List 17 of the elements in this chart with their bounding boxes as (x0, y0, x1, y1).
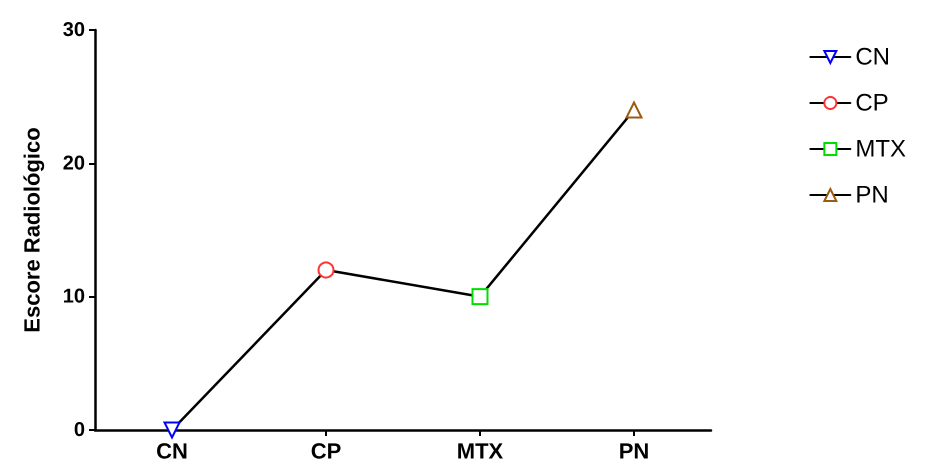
y-axis-title: Escore Radiológico (20, 127, 44, 333)
legend-label: PN (855, 182, 889, 208)
point (164, 422, 180, 438)
y-tick-label: 20 (62, 152, 85, 174)
point (318, 262, 334, 278)
x-tick-label: PN (618, 438, 650, 464)
x-tick-label: CP (310, 438, 342, 464)
y-tick-label: 30 (62, 19, 85, 41)
y-tick-label: 10 (62, 286, 85, 308)
legend-label: CN (855, 44, 890, 70)
point (472, 288, 488, 306)
x-tick-label: CN (156, 438, 188, 464)
legend-label: CP (855, 90, 889, 116)
legend-label: MTX (855, 136, 906, 162)
x-tick-label: MTX (456, 438, 504, 464)
point (626, 102, 642, 118)
y-tick-label: 0 (74, 419, 85, 441)
